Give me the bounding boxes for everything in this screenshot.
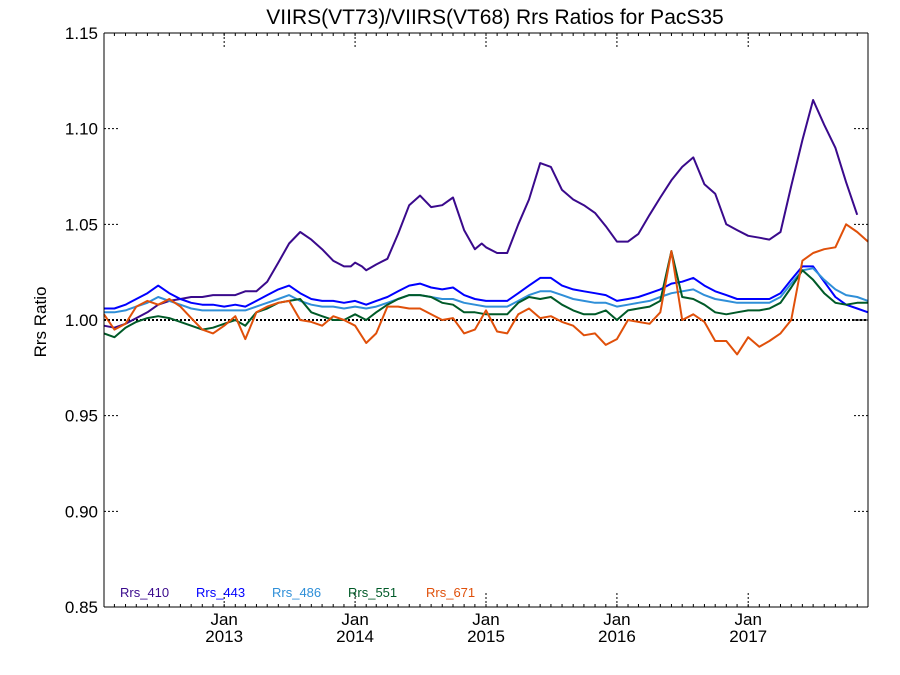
series-layer [103,99,869,356]
chart-title: VIIRS(VT73)/VIIRS(VT68) Rrs Ratios for P… [266,6,723,29]
y-tick-label: 1.00 [65,311,98,330]
series-line-rrs-410 [103,99,859,329]
y-tick-label: 1.05 [65,215,98,234]
y-axis-label: Rrs Ratio [31,287,50,358]
x-tick-label-year: 2014 [336,627,374,646]
x-tick-label-month: Jan [210,610,237,629]
legend-entry-rrs-410: Rrs_410 [120,585,169,600]
x-tick-label-month: Jan [472,610,499,629]
legend-entry-rrs-486: Rrs_486 [272,585,321,600]
x-tick-label-year: 2017 [729,627,767,646]
x-tick-label-year: 2015 [467,627,505,646]
y-tick-label: 0.85 [65,598,98,617]
legend-entry-rrs-671: Rrs_671 [426,585,475,600]
legend-entry-rrs-443: Rrs_443 [196,585,245,600]
y-tick-label: 1.10 [65,120,98,139]
tick-labels-layer: 0.850.900.951.001.051.101.15Jan2013Jan20… [65,24,767,646]
series-line-rrs-551 [103,250,868,339]
x-tick-label-month: Jan [341,610,368,629]
y-tick-label: 0.90 [65,502,98,521]
x-tick-label-month: Jan [734,610,761,629]
axes-layer [103,32,869,608]
legend-entry-rrs-551: Rrs_551 [348,585,397,600]
series-line-rrs-671 [103,223,869,356]
x-tick-label-year: 2016 [598,627,636,646]
legend: Rrs_410 Rrs_443 Rrs_486 Rrs_551 Rrs_671 [120,585,475,600]
y-tick-label: 1.15 [65,24,98,43]
series-line-rrs-443 [104,265,869,314]
x-tick-label-year: 2013 [205,627,243,646]
x-tick-label-month: Jan [603,610,630,629]
y-tick-label: 0.95 [65,407,98,426]
series-line-rrs-486 [104,267,869,314]
